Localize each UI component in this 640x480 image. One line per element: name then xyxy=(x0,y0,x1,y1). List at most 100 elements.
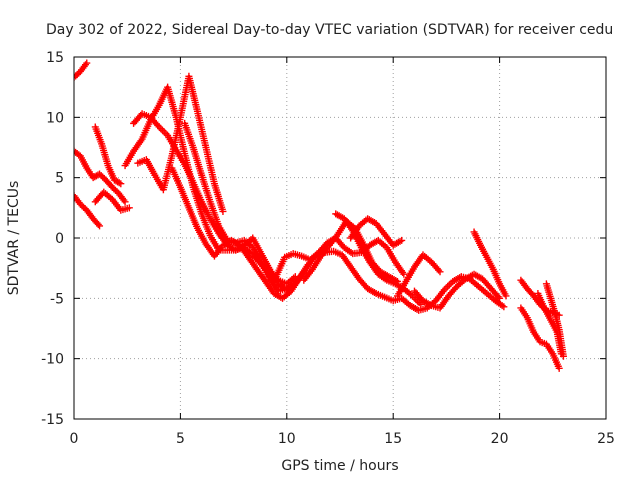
marker-trail xyxy=(267,277,281,293)
marker-trail xyxy=(164,85,180,119)
marker-trail xyxy=(544,342,556,356)
marker-trail xyxy=(374,290,387,300)
marker-trail xyxy=(285,274,298,286)
marker-trail xyxy=(351,249,363,257)
marker-trail xyxy=(207,217,221,235)
marker-trail xyxy=(450,274,464,284)
data-point xyxy=(121,198,129,206)
marker-trail xyxy=(550,352,562,370)
marker-trail xyxy=(437,294,451,310)
marker-trail xyxy=(489,286,502,301)
series-track-d xyxy=(91,123,125,188)
marker-trail xyxy=(237,243,251,260)
marker-trail xyxy=(339,253,353,269)
marker-trail xyxy=(168,116,184,158)
marker-trail xyxy=(383,294,395,304)
marker-trail xyxy=(101,190,115,202)
marker-trail xyxy=(173,148,187,166)
marker-trail xyxy=(412,289,426,303)
data-point xyxy=(398,236,406,244)
marker-trail xyxy=(157,125,170,138)
marker-trail xyxy=(333,211,347,222)
marker-trail xyxy=(78,202,89,213)
marker-trail xyxy=(291,250,304,259)
x-tick-label: 25 xyxy=(597,431,615,447)
marker-trail xyxy=(333,236,347,250)
marker-trail xyxy=(110,185,121,196)
marker-trail xyxy=(285,279,298,291)
y-tick-label: 15 xyxy=(46,50,64,66)
marker-trail xyxy=(116,191,128,204)
marker-trail xyxy=(122,149,136,168)
tick-layer: 0 5 10 15 20 25 -15 -10 -5 0 5 10 15 xyxy=(41,50,615,447)
marker-trail xyxy=(258,252,273,271)
marker-trail xyxy=(199,212,213,237)
marker-trail xyxy=(246,255,260,272)
marker-trail xyxy=(110,197,123,212)
marker-trail xyxy=(143,158,158,177)
marker-trail xyxy=(417,305,429,314)
marker-trail xyxy=(493,298,506,310)
marker-trail xyxy=(518,306,530,320)
marker-trail xyxy=(421,298,434,309)
marker-trail xyxy=(280,289,293,301)
marker-trail xyxy=(382,232,396,247)
y-tick-label: 5 xyxy=(55,171,64,187)
marker-trail xyxy=(160,154,175,191)
marker-trail xyxy=(90,216,102,228)
marker-trail xyxy=(429,260,443,274)
marker-trail xyxy=(91,171,102,181)
marker-trail xyxy=(391,295,404,304)
marker-trail xyxy=(92,125,105,146)
marker-trail xyxy=(395,280,409,298)
y-tick-label: -10 xyxy=(41,352,64,368)
marker-trail xyxy=(365,286,378,297)
marker-trail xyxy=(84,208,96,221)
marker-trail xyxy=(384,246,398,264)
series-track-c xyxy=(74,192,104,230)
marker-trail xyxy=(358,246,373,264)
marker-trail xyxy=(185,74,201,113)
data-point xyxy=(83,59,91,67)
data-point xyxy=(117,180,125,188)
x-tick-label: 15 xyxy=(384,431,402,447)
marker-trail xyxy=(273,255,288,278)
marker-trail xyxy=(393,260,407,276)
marker-trail xyxy=(525,286,536,298)
marker-trail xyxy=(535,292,547,310)
series-track-b xyxy=(74,147,129,206)
marker-trail xyxy=(169,166,183,189)
marker-trail xyxy=(103,178,115,190)
marker-trail xyxy=(148,115,162,129)
series-track-q xyxy=(470,228,510,300)
marker-trail xyxy=(225,237,238,246)
marker-trail xyxy=(242,245,255,257)
marker-trail xyxy=(378,269,391,280)
y-tick-label: -5 xyxy=(50,291,64,307)
y-tick-label: -15 xyxy=(41,412,64,428)
marker-trail xyxy=(97,172,108,183)
marker-trail xyxy=(136,156,148,166)
series-track-h xyxy=(134,72,227,215)
marker-trail xyxy=(181,122,196,149)
y-tick-label: 0 xyxy=(55,231,64,247)
x-tick-label: 20 xyxy=(491,431,509,447)
data-point xyxy=(559,352,567,360)
data-point xyxy=(555,364,563,372)
marker-trail xyxy=(216,224,230,242)
marker-trail xyxy=(182,162,196,184)
marker-trail xyxy=(531,330,543,344)
marker-trail xyxy=(140,111,152,120)
marker-trail xyxy=(316,240,330,255)
marker-trail xyxy=(74,193,83,207)
data-point xyxy=(400,270,408,278)
marker-trail xyxy=(190,181,205,204)
marker-trail xyxy=(234,237,246,246)
data-point xyxy=(96,222,104,230)
chart-title: Day 302 of 2022, Sidereal Day-to-day VTE… xyxy=(46,22,613,38)
data-point xyxy=(125,204,133,212)
marker-trail xyxy=(186,206,201,230)
marker-trail xyxy=(297,262,311,280)
marker-trail xyxy=(391,237,404,248)
